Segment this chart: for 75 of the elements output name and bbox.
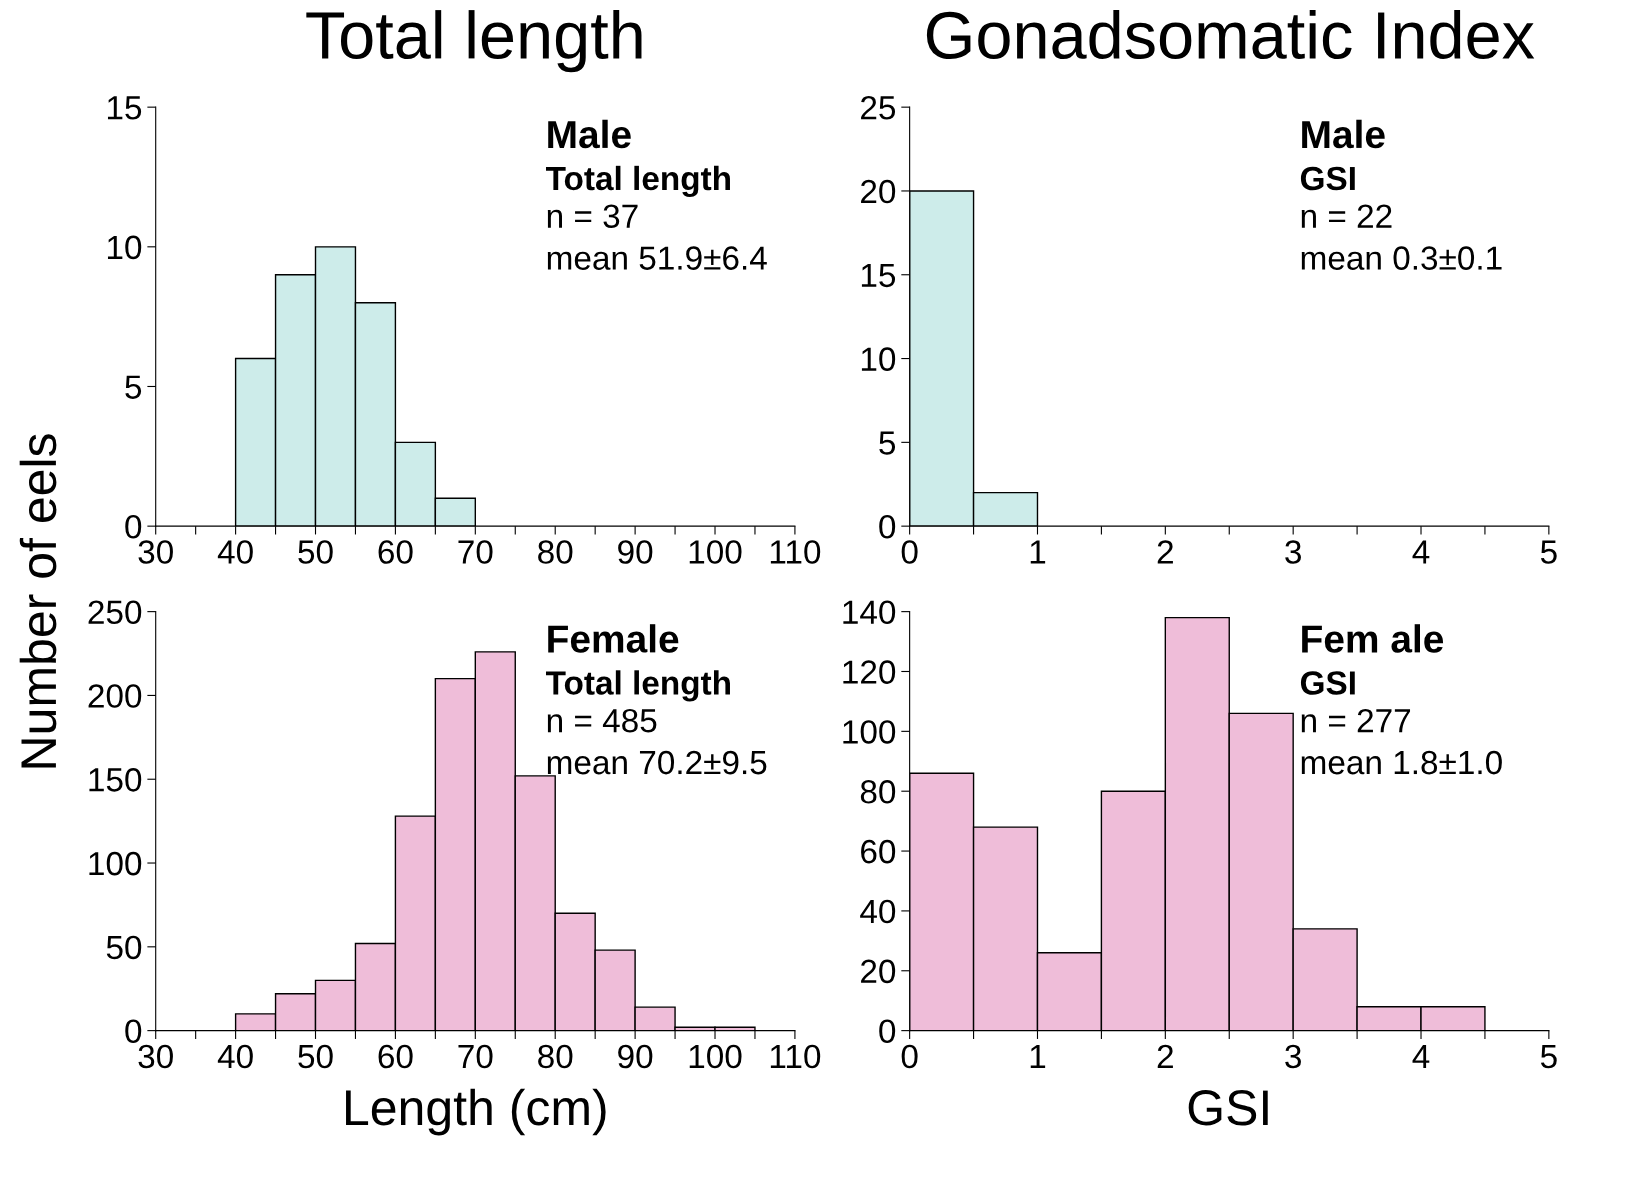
annotation: mean 51.9±6.4	[547, 246, 767, 270]
x-tick-label: 30	[138, 1044, 173, 1069]
x-tick-label: 70	[458, 1044, 493, 1069]
annotation: GSI	[1300, 166, 1355, 191]
y-tick-label: 100	[843, 720, 896, 744]
y-tick-label: 250	[88, 600, 142, 625]
y-tick-label: 5	[879, 431, 896, 455]
x-tick-label: 5	[1540, 1045, 1557, 1069]
x-tick-label: 2	[1157, 1044, 1173, 1068]
x-tick-label: 1	[1030, 540, 1046, 564]
y-tick-label: 15	[107, 96, 142, 120]
x-tick-label: 100	[689, 540, 742, 564]
annotation: n = 485	[547, 708, 657, 733]
chart-title: Gonadsomatic Index	[926, 10, 1535, 60]
annotation: Male	[548, 119, 631, 149]
y-tick-label: 20	[861, 179, 896, 204]
annotation: mean 1.8±1.0	[1301, 750, 1502, 775]
x-axis-title: Length (cm)	[346, 1088, 606, 1136]
y-tick-label: 0	[879, 514, 896, 539]
y-tick-label: 50	[106, 935, 142, 960]
x-tick-label: 50	[298, 540, 333, 564]
x-tick-label: 80	[538, 540, 573, 564]
annotation: GSI	[1300, 671, 1355, 695]
y-tick-label: 0	[125, 1019, 142, 1044]
y-tick-label: 100	[89, 851, 142, 876]
y-tick-label: 60	[861, 839, 896, 864]
annotation: Male	[1302, 119, 1385, 149]
chart-title: Total length	[306, 10, 642, 73]
y-tick-label: 80	[860, 780, 896, 804]
y-tick-label: 15	[861, 263, 896, 288]
y-tick-label: 40	[860, 899, 896, 924]
x-tick-label: 30	[138, 540, 173, 564]
x-tick-label: 4	[1412, 1045, 1430, 1068]
x-tick-label: 60	[378, 1044, 413, 1069]
x-tick-label: 80	[538, 1044, 573, 1069]
x-tick-label: 0	[901, 1044, 918, 1069]
x-tick-label: 3	[1285, 1044, 1301, 1069]
annotation: Female	[548, 624, 679, 653]
annotation: n = 22	[1301, 204, 1392, 228]
x-tick-label: 60	[378, 540, 413, 564]
annotation: Fem ale	[1302, 624, 1444, 653]
annotation: mean 0.3±0.1	[1301, 246, 1502, 270]
x-tick-label: 110	[770, 1044, 821, 1069]
x-tick-label: 1	[1030, 1045, 1046, 1068]
annotation: Total length	[546, 165, 730, 198]
x-tick-label: 90	[618, 540, 653, 564]
y-tick-label: 0	[879, 1019, 896, 1044]
x-axis-title: GSI	[1188, 1090, 1268, 1126]
x-tick-label: 110	[770, 540, 821, 564]
x-tick-label: 70	[458, 540, 493, 564]
x-tick-label: 100	[689, 1044, 742, 1069]
y-tick-label: 25	[861, 95, 896, 120]
x-tick-label: 50	[298, 1044, 333, 1069]
x-tick-label: 40	[217, 540, 253, 564]
annotation: n = 37	[547, 204, 638, 229]
annotation: n = 277	[1301, 708, 1411, 733]
x-tick-label: 90	[618, 1044, 653, 1069]
x-tick-label: 5	[1540, 540, 1557, 564]
annotation: Total length	[546, 670, 730, 702]
y-tick-label: 120	[843, 660, 896, 684]
x-tick-label: 40	[217, 1044, 253, 1069]
y-tick-label: 0	[125, 514, 142, 539]
x-tick-label: 4	[1412, 540, 1430, 564]
y-tick-label: 150	[89, 768, 142, 792]
x-tick-label: 3	[1285, 540, 1301, 564]
y-tick-label: 10	[861, 347, 896, 371]
annotation: mean 70.2±9.5	[547, 750, 767, 775]
y-tick-label: 20	[861, 959, 896, 984]
y-tick-label: 200	[88, 684, 142, 708]
y-axis-title: Number of eels	[19, 434, 57, 768]
y-tick-label: 5	[125, 375, 142, 399]
x-tick-label: 0	[901, 540, 918, 564]
y-tick-label: 140	[843, 600, 896, 625]
y-tick-label: 10	[107, 235, 142, 260]
x-tick-label: 2	[1157, 540, 1173, 564]
